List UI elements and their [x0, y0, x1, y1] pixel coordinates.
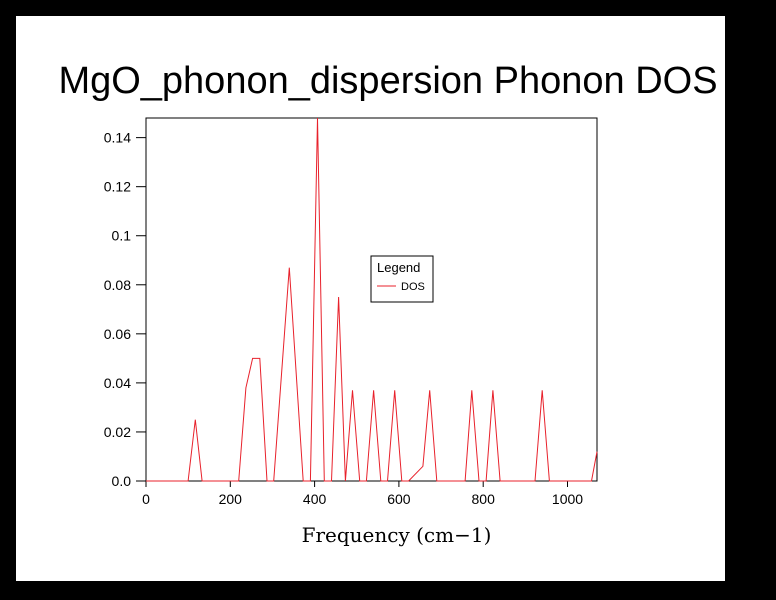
- y-tick-label: 0.0: [112, 473, 132, 489]
- x-tick-label: 0: [142, 491, 150, 507]
- plot-axes: [145, 117, 598, 482]
- y-tick-label: 0.02: [104, 424, 131, 440]
- series-line-dos: [146, 117, 598, 482]
- y-tick-label: 0.14: [104, 130, 131, 146]
- y-tick-label: 0.12: [104, 179, 131, 195]
- legend-item-label: DOS: [401, 281, 425, 293]
- y-tick-label: 0.08: [104, 277, 131, 293]
- legend-title: Legend: [377, 260, 420, 275]
- tick-marks: 0 200 400 600 800 1000 0.0 0.02 0.04 0.06 0.08 0.1 0…: [104, 130, 584, 507]
- series-group: [146, 117, 598, 482]
- x-tick-label: 600: [387, 491, 411, 507]
- x-tick-label: 200: [219, 491, 243, 507]
- y-tick-label: 0.1: [112, 228, 132, 244]
- x-tick-label: 400: [303, 491, 327, 507]
- y-tick-label: 0.06: [104, 326, 131, 342]
- legend-box: [370, 255, 434, 303]
- x-axis-label: Frequency (cm−1): [302, 523, 492, 547]
- x-tick-label: 1000: [552, 491, 583, 507]
- legend: Legend DOS: [370, 255, 434, 303]
- chart-title: MgO_phonon_dispersion Phonon DOS: [58, 60, 718, 102]
- plot-frame: [145, 117, 598, 482]
- x-tick-label: 800: [472, 491, 496, 507]
- y-tick-label: 0.04: [104, 375, 131, 391]
